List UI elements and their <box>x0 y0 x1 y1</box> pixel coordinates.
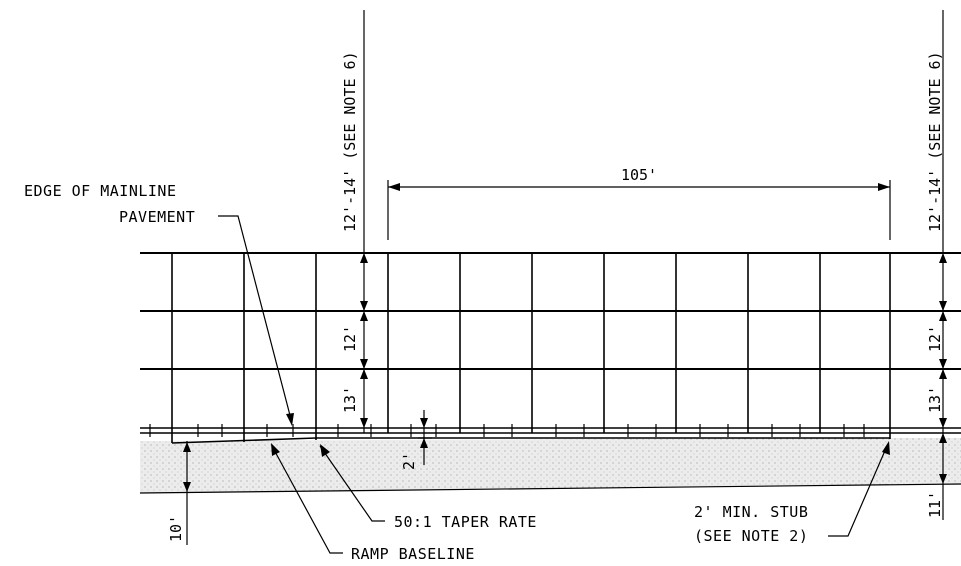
dim-left-13: 13' <box>341 386 359 413</box>
dim-right-top: 12'-14' (SEE NOTE 6) <box>926 51 944 232</box>
label-taper-rate: 50:1 TAPER RATE <box>394 513 537 531</box>
ramp-baseline-arrow <box>271 443 280 456</box>
dim-offset-2: 2' <box>400 452 418 470</box>
label-stub-line1: 2' MIN. STUB <box>694 503 808 521</box>
dim-left-12: 12' <box>341 325 359 352</box>
taper-leader <box>319 445 385 522</box>
left-10-dimension <box>183 441 191 545</box>
dim-right-13: 13' <box>926 386 944 413</box>
shoulder-outer-edge <box>139 483 961 494</box>
stub-leader-arrow <box>882 441 890 455</box>
offset-2-dimension <box>418 410 432 465</box>
left-dimension-column <box>360 10 368 433</box>
taper-leader-arrow <box>320 444 330 457</box>
edge-leader <box>218 215 293 424</box>
panel-joints <box>171 253 891 443</box>
edge-leader-arrow <box>286 413 294 426</box>
dim-left-top: 12'-14' (SEE NOTE 6) <box>341 51 359 232</box>
dim-right-12: 12' <box>926 325 944 352</box>
edge-tick-marks <box>149 424 865 437</box>
label-stub-line2: (SEE NOTE 2) <box>694 527 808 545</box>
right-dimension-column <box>939 10 947 520</box>
ramp-baseline-leader <box>271 445 343 554</box>
ramp-baseline-taper <box>171 437 317 444</box>
shoulder-area <box>140 438 961 493</box>
stub-leader <box>828 445 888 537</box>
lane-lines <box>140 252 961 370</box>
label-ramp-baseline: RAMP BASELINE <box>351 545 475 563</box>
dim-105: 105' <box>621 166 657 184</box>
label-edge-line2: PAVEMENT <box>119 208 195 226</box>
top-dimension-line <box>387 180 891 240</box>
dim-right-11: 11' <box>926 491 944 518</box>
edge-of-mainline-pavement <box>140 427 961 434</box>
dim-left-10: 10' <box>167 515 185 542</box>
label-edge-line1: EDGE OF MAINLINE <box>24 182 177 200</box>
